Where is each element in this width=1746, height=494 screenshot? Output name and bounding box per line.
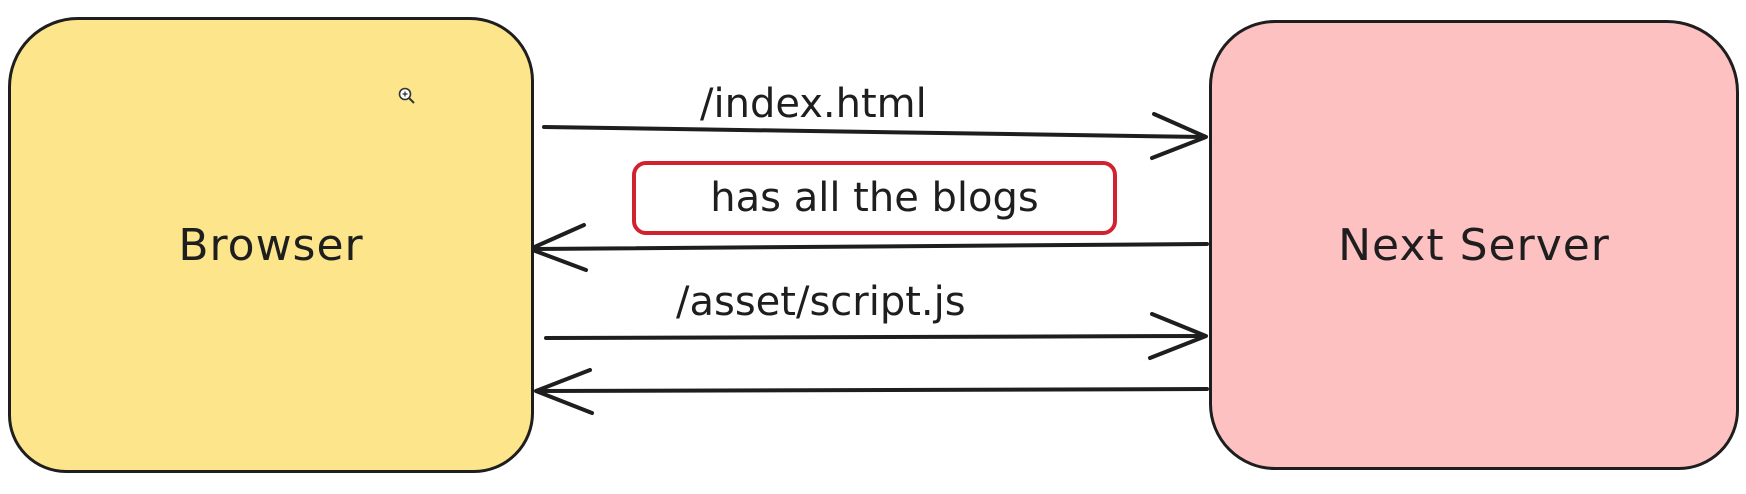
edge-label-index: /index.html	[700, 81, 927, 127]
next-server-node: Next Server	[1209, 20, 1739, 470]
arrow-response-script	[534, 368, 1209, 415]
browser-node: Browser	[8, 17, 534, 473]
highlight-box: has all the blogs	[632, 161, 1117, 235]
arrow-request-script	[544, 312, 1208, 360]
arrow-request-index	[542, 112, 1208, 160]
edge-label-blogs: has all the blogs	[710, 175, 1039, 221]
edge-label-script: /asset/script.js	[676, 279, 966, 325]
browser-label: Browser	[178, 219, 364, 271]
next-server-label: Next Server	[1338, 219, 1610, 271]
zoom-in-icon	[398, 87, 415, 104]
